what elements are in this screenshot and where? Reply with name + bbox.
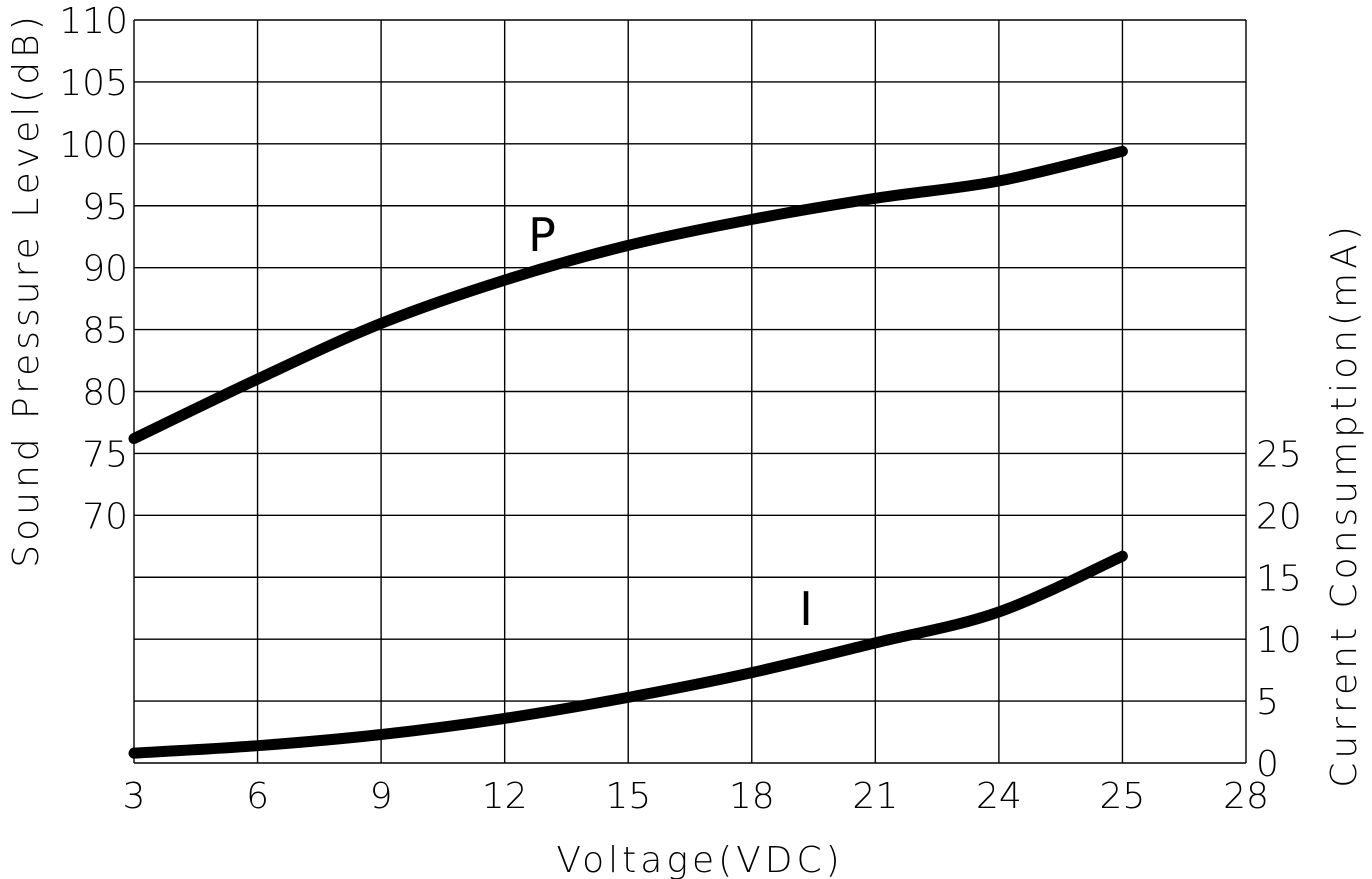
x-tick-label: 6 <box>246 776 269 817</box>
x-tick-label: 3 <box>123 776 146 817</box>
x-tick-label: 24 <box>976 776 1022 817</box>
y-right-tick-label: 25 <box>1256 434 1302 475</box>
series-line-i <box>128 550 1128 759</box>
y-right-tick-label: 0 <box>1256 744 1279 785</box>
x-tick-label: 28 <box>1223 776 1269 817</box>
y-left-tick-label: 100 <box>59 125 128 166</box>
x-tick-label: 21 <box>852 776 898 817</box>
y-right-tick-label: 5 <box>1256 682 1279 723</box>
series-line-p <box>128 145 1128 445</box>
y-axis-left-title: Sound Pressure Level(dB) <box>6 12 47 568</box>
x-axis-title: Voltage(VDC) <box>556 840 843 879</box>
x-tick-label: 12 <box>482 776 528 817</box>
y-axis-right-title: Current Consumption(mA) <box>1324 222 1365 788</box>
y-left-tick-label: 80 <box>82 373 128 414</box>
tick-layer: 3 6 9 12 15 18 21 24 25 28 70 75 80 85 90 95 100 105 110 0 5… <box>59 1 1302 817</box>
series-label-p: P <box>528 208 556 262</box>
y-left-tick-label: 85 <box>82 311 128 352</box>
y-left-tick-label: 95 <box>82 187 128 228</box>
y-left-tick-label: 110 <box>59 1 128 42</box>
x-tick-label: 25 <box>1100 776 1146 817</box>
y-left-tick-label: 90 <box>82 249 128 290</box>
y-left-tick-label: 105 <box>59 63 128 104</box>
x-tick-label: 18 <box>729 776 775 817</box>
x-tick-label: 15 <box>605 776 651 817</box>
x-tick-label: 9 <box>370 776 393 817</box>
series-layer: PI <box>128 145 1128 759</box>
series-label-i: I <box>799 582 813 636</box>
y-left-tick-label: 70 <box>82 496 128 537</box>
grid <box>133 19 1247 764</box>
y-right-tick-label: 15 <box>1256 558 1302 599</box>
y-left-tick-label: 75 <box>82 434 128 475</box>
y-right-tick-label: 10 <box>1256 620 1302 661</box>
y-right-tick-label: 20 <box>1256 496 1302 537</box>
